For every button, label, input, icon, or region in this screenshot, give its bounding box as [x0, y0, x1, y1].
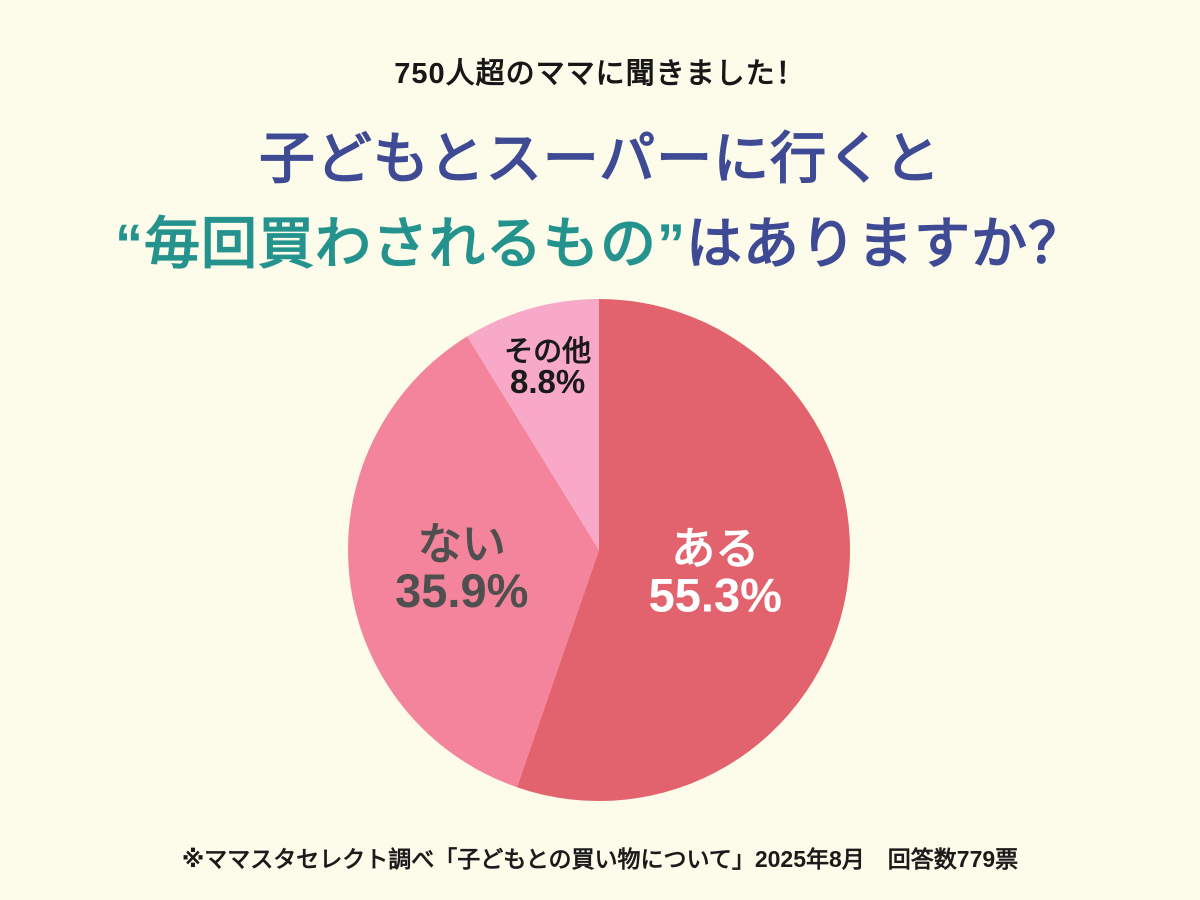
kicker-text: 750人超のママに聞きました！ — [394, 58, 806, 90]
pie-slice-value-2: 8.8% — [510, 363, 585, 400]
title-line-2: “毎回買わされるもの”はありますか？ — [0, 201, 1200, 286]
pie-slice-0 — [516, 299, 850, 801]
title-line-1: 子どもとスーパーに行くと — [258, 127, 942, 190]
pie-chart-container: ある 55.3% ない 35.9% その他 8.8% — [348, 299, 850, 801]
pie-slice-label-2: その他 — [504, 335, 591, 368]
main-title: 子どもとスーパーに行くと “毎回買わされるもの”はありますか？ — [0, 116, 1200, 286]
pie-slice-value-1: 35.9% — [395, 564, 528, 617]
pie-slice-label-1: ない — [418, 520, 506, 569]
title-line-2-rest: はありますか？ — [686, 212, 1085, 275]
pie-slice-2 — [467, 299, 599, 550]
title-highlight: “毎回買わされるもの” — [115, 212, 686, 275]
survey-footnote: ※ママスタセレクト調べ「子どもとの買い物について」2025年8月 回答数779票 — [181, 846, 1019, 872]
pie-slice-label-0: ある — [671, 525, 759, 574]
pie-slice-value-0: 55.3% — [649, 569, 782, 622]
pie-slice-1 — [348, 336, 599, 788]
